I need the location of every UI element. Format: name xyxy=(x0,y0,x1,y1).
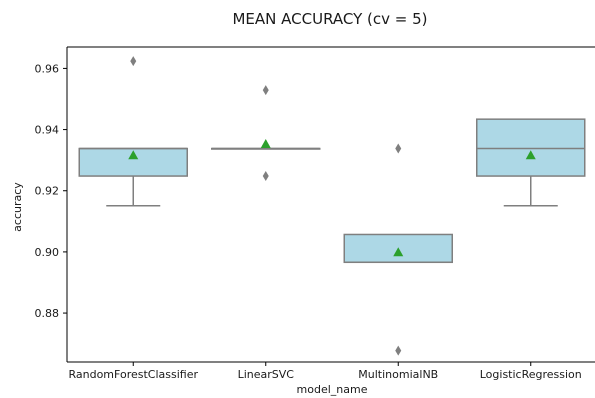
plot-area: 0.88 0.90 0.92 0.94 0.96 RandomForestClassifi… xyxy=(35,46,595,381)
y-axis-label: accuracy xyxy=(11,182,24,232)
x-tick-label-2: MultinomialNB xyxy=(358,368,438,381)
box-3 xyxy=(476,118,586,177)
mean-marker-3 xyxy=(525,150,536,160)
x-tick-label-1: LinearSVC xyxy=(238,368,295,381)
x-tick-label-0: RandomForestClassifier xyxy=(68,368,198,381)
y-tick-label-4: 0.96 xyxy=(35,62,60,75)
x-tick-label-3: LogisticRegression xyxy=(480,368,582,381)
mean-marker-1 xyxy=(260,138,271,148)
y-tick-label-3: 0.94 xyxy=(35,124,60,137)
outlier-0-0 xyxy=(130,56,137,67)
outlier-2-1 xyxy=(395,345,402,356)
mean-marker-2 xyxy=(393,247,404,257)
outlier-1-0 xyxy=(262,85,269,96)
y-tick-label-2: 0.92 xyxy=(35,185,60,198)
outlier-2-0 xyxy=(395,143,402,154)
outlier-1-1 xyxy=(262,171,269,182)
y-tick-label-1: 0.90 xyxy=(35,246,60,259)
y-tick-label-0: 0.88 xyxy=(35,307,60,320)
mean-marker-0 xyxy=(128,150,139,160)
chart-title: MEAN ACCURACY (cv = 5) xyxy=(232,10,427,28)
x-axis-label: model_name xyxy=(297,383,368,396)
